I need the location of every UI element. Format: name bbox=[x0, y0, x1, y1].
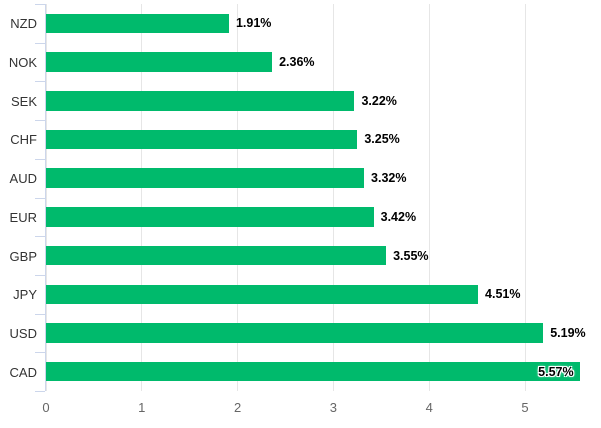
bar-sek bbox=[46, 91, 355, 111]
value-label-usd: 5.19% bbox=[550, 325, 586, 340]
x-axis-tick-label: 4 bbox=[425, 400, 433, 415]
bar-nok bbox=[46, 52, 273, 72]
bar-cad bbox=[46, 361, 580, 382]
value-label-nzd: 1.91% bbox=[235, 16, 272, 31]
category-label-nok: NOK bbox=[8, 55, 37, 71]
category-axis-tick bbox=[35, 158, 45, 160]
bar-usd bbox=[46, 323, 544, 343]
bar-nzd bbox=[46, 13, 229, 34]
category-label-jpy: JPY bbox=[13, 287, 37, 303]
category-label-gbp: GBP bbox=[9, 248, 37, 264]
category-label-nzd: NZD bbox=[10, 16, 37, 32]
x-gridline bbox=[524, 4, 526, 391]
category-label-usd: USD bbox=[9, 325, 37, 341]
category-label-aud: AUD bbox=[9, 171, 37, 187]
value-label-chf: 3.25% bbox=[364, 132, 400, 147]
x-gridline bbox=[237, 4, 239, 391]
value-label-gbp: 3.55% bbox=[393, 248, 429, 263]
category-axis-tick bbox=[35, 274, 45, 276]
bar-jpy bbox=[46, 284, 479, 304]
category-axis-tick bbox=[35, 236, 45, 238]
value-label-sek: 3.22% bbox=[361, 93, 397, 108]
x-gridline bbox=[428, 4, 430, 391]
x-axis-tick-label: 3 bbox=[329, 400, 338, 415]
value-label-cad: 5.57% bbox=[538, 364, 574, 379]
x-gridline bbox=[141, 4, 143, 391]
category-axis-tick bbox=[35, 42, 45, 44]
category-axis-tick bbox=[35, 4, 45, 5]
value-label-nok: 2.36% bbox=[279, 55, 315, 70]
category-axis-line bbox=[45, 4, 46, 391]
bar-aud bbox=[46, 168, 365, 188]
value-label-jpy: 4.51% bbox=[485, 287, 521, 302]
x-axis-tick-label: 5 bbox=[521, 400, 529, 415]
category-axis-tick bbox=[35, 120, 45, 122]
x-gridline bbox=[332, 4, 334, 391]
x-axis-tick-label: 1 bbox=[138, 400, 146, 415]
bar-chf bbox=[46, 129, 358, 150]
category-label-cad: CAD bbox=[9, 364, 37, 380]
x-gridline bbox=[45, 4, 47, 391]
x-axis-tick-label: 0 bbox=[42, 400, 50, 415]
value-label-eur: 3.42% bbox=[380, 209, 417, 224]
category-label-sek: SEK bbox=[10, 93, 37, 109]
value-label-aud: 3.32% bbox=[371, 171, 407, 186]
category-axis-tick bbox=[35, 313, 45, 315]
bar-gbp bbox=[46, 245, 387, 266]
category-axis-tick bbox=[35, 352, 45, 354]
category-axis-tick bbox=[35, 81, 45, 83]
category-label-chf: CHF bbox=[10, 132, 37, 148]
x-axis-tick-label: 2 bbox=[233, 400, 242, 415]
category-label-eur: EUR bbox=[9, 209, 37, 225]
bar-eur bbox=[46, 207, 374, 227]
category-axis-tick bbox=[35, 197, 45, 199]
category-axis-tick bbox=[35, 391, 45, 392]
